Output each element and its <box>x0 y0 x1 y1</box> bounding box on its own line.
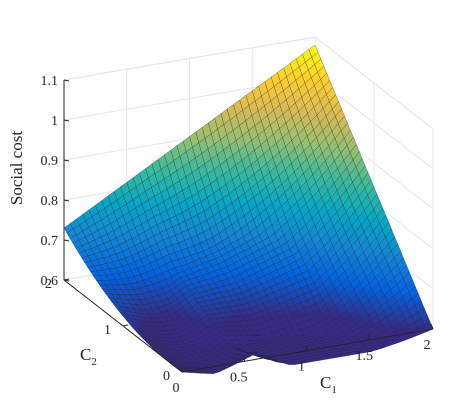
z-tick-mark <box>63 159 70 162</box>
y-tick-label: 1 <box>104 323 111 338</box>
z-tick-mark <box>63 119 70 122</box>
x-tick-label: 0 <box>173 381 180 396</box>
z-tick-label: 0.6 <box>41 274 59 289</box>
x-axis-title-main: C <box>320 373 331 392</box>
x-tick-label: 2 <box>424 338 431 353</box>
z-tick-label: 0.9 <box>41 154 59 169</box>
axes-box <box>63 79 434 373</box>
y-axis-title-sub: 2 <box>91 356 97 368</box>
y-axis-title-main: C <box>80 345 91 364</box>
z-tick-mark <box>63 79 70 82</box>
z-tick-mark <box>63 279 70 282</box>
x-tick-mark <box>242 356 246 362</box>
z-tick-mark <box>63 239 70 242</box>
surface-mesh <box>63 44 434 374</box>
x-tick-label: 1 <box>298 360 305 375</box>
y-tick-label: 2 <box>45 277 52 292</box>
y-tick-label: 0 <box>163 369 170 384</box>
x-axis-title-sub: 1 <box>331 384 337 396</box>
y-tick-mark <box>122 324 129 327</box>
x-tick-mark <box>305 345 308 351</box>
z-tick-label: 0.8 <box>41 194 59 209</box>
y-axis-title: C2 <box>80 345 97 368</box>
x-tick-label: 1.5 <box>356 349 374 364</box>
x-tick-mark <box>367 334 371 340</box>
box-top-line <box>63 36 434 130</box>
x-axis-title: C1 <box>320 373 337 396</box>
z-tick-label: 1.1 <box>41 74 59 89</box>
z-tick-label: 0.7 <box>41 234 59 249</box>
x-tick-mark <box>430 323 434 330</box>
z-tick-label: 1 <box>51 114 58 129</box>
y-tick-mark <box>181 370 188 373</box>
x-tick-mark <box>179 366 183 373</box>
x-tick-label: 0.5 <box>230 370 248 385</box>
z-tick-mark <box>63 199 70 202</box>
z-axis-title: Social cost <box>7 131 26 205</box>
